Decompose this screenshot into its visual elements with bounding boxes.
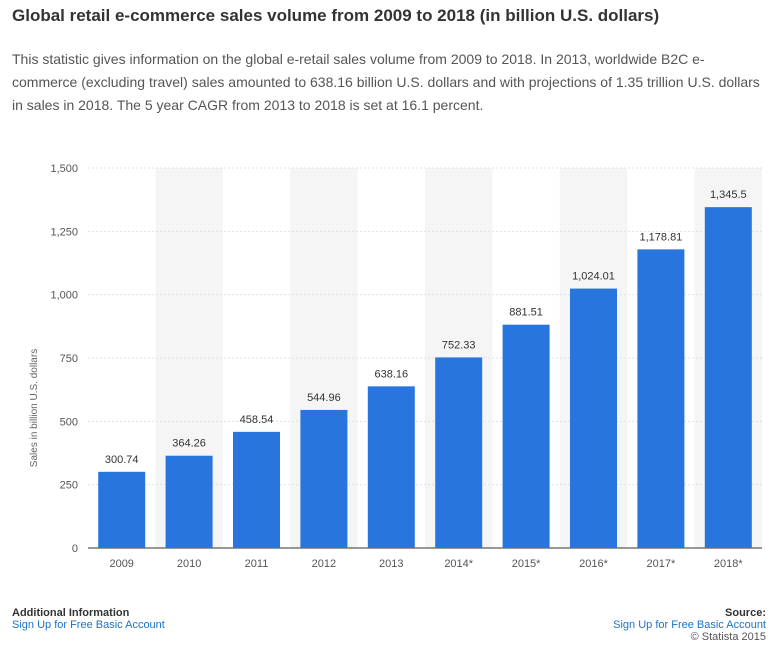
data-labels: 300.74 364.26 458.54 544.96 638.16 752.33 881.… [105,189,747,466]
y-tick-label: 500 [60,416,78,428]
x-tick-label: 2012 [312,558,336,570]
bar [98,471,146,548]
copyright: © Statista 2015 [690,631,766,643]
x-tick-label: 2016* [579,558,608,570]
data-label: 752.33 [442,339,476,351]
data-label: 1,345.5 [710,189,747,201]
bar [502,324,550,548]
x-tick-label: 2014* [444,558,473,570]
data-label: 544.96 [307,392,341,404]
y-tick-label: 1,500 [50,163,78,175]
y-tick-label: 750 [60,353,78,365]
x-tick-label: 2017* [647,558,676,570]
signup-link-right[interactable]: Sign Up for Free Basic Account [613,619,766,631]
bar [704,207,752,548]
x-tick-label: 2018* [714,558,743,570]
bar [300,409,348,548]
signup-link-left[interactable]: Sign Up for Free Basic Account [12,619,165,631]
x-tick-label: 2010 [177,558,201,570]
y-tick-label: 250 [60,480,78,492]
bar [570,288,617,548]
y-tick-label: 1,250 [50,226,78,238]
chart-description: This statistic gives information on the … [12,51,760,113]
x-tick-label: 2013 [379,558,403,570]
x-tick-label: 2011 [245,558,269,570]
bar [165,455,213,548]
data-label: 881.51 [509,307,543,319]
additional-information-heading: Additional Information [12,607,130,619]
x-tick-label: 2015* [512,558,541,570]
chart-title: Global retail e-commerce sales volume fr… [12,6,660,25]
data-label: 1,024.01 [572,271,615,283]
y-tick-label: 1,000 [50,290,78,302]
y-axis-label: Sales in billion U.S. dollars [29,349,40,467]
y-tick-label: 0 [72,543,78,555]
data-label: 300.74 [105,454,139,466]
bars [98,207,752,548]
additional-information: Additional Information Sign Up for Free … [12,607,165,631]
x-tick-label: 2009 [109,558,133,570]
bar-chart: 300.74 364.26 458.54 544.96 638.16 752.33 881.… [29,163,762,570]
bar [233,431,280,548]
bar [637,249,685,548]
data-label: 638.16 [374,368,408,380]
bar [367,386,415,548]
data-label: 1,178.81 [639,231,682,243]
source-heading: Source: [725,607,766,619]
source-block: Source: Sign Up for Free Basic Account ©… [613,607,766,643]
data-label: 458.54 [240,414,274,426]
bar [435,357,483,548]
data-label: 364.26 [172,438,206,450]
x-axis-ticks: 2009 2010 2011 2012 2013 2014* 2015* 2016* 2017*… [109,558,743,570]
y-axis-ticks: 0 250 500 750 1,000 1,250 1,500 [50,163,78,555]
